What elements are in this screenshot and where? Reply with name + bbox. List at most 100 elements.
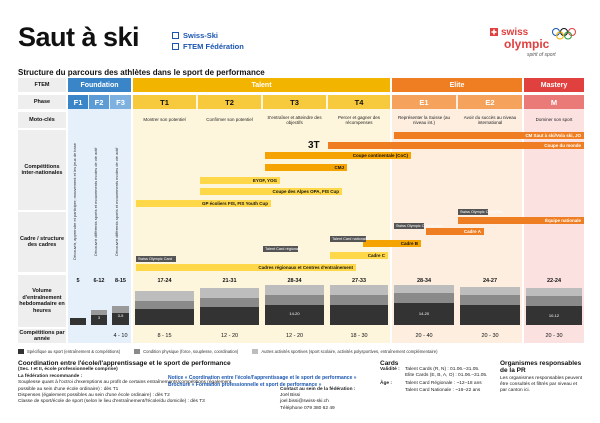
bar-cm-jo: CM Saut à ski/Vola ski, JO (394, 132, 584, 139)
vol-bar-t3-phys (265, 295, 324, 305)
vol-bar-m-phys (526, 296, 582, 306)
bar-gp: GP écoliers FIS, FIS Youth Cup (136, 200, 271, 207)
bar-opa: Coupe des Alpes OPA, FIS Cup (200, 188, 342, 195)
tag-elite: Swiss Olympic Card Élite (458, 209, 503, 215)
vol-bar-e2-other (460, 287, 520, 295)
tag-bronze: Swiss Olympic Card Bronze (394, 223, 444, 229)
volume-e1: 28-34 (416, 278, 432, 284)
phase-t4: T4 (328, 95, 390, 109)
vol-bar-m-other (526, 288, 582, 296)
orgs-text[interactable]: Les organismes responsables peuvent être… (500, 376, 583, 394)
vol-bar-e1-other (394, 285, 454, 293)
pillar-foundation: Foundation (68, 78, 131, 92)
header-links: Swiss-Ski FTEM Fédération (172, 30, 244, 52)
phase-f2: F2 (89, 95, 109, 109)
link-ftem[interactable]: FTEM Fédération (172, 41, 244, 52)
legend-item-physical: Condition physique (force, souplesse, co… (134, 349, 238, 354)
link-brochure[interactable]: Brochure « Formation professionnelle et … (168, 382, 322, 388)
comp-year-t2: 12 - 20 (220, 333, 239, 339)
bar-cadres-regionaux: Cadres régionaux et Centres d'entraîneme… (136, 264, 356, 271)
swiss-olympic-logo: swiss olympic spirit of sport (490, 26, 585, 62)
phase-e1: E1 (392, 95, 456, 109)
row-label-ftem: FTEM (18, 78, 66, 92)
tag-talent-nat: Talent Card nationale (330, 236, 368, 242)
volume-f1: 5 (76, 278, 80, 284)
vol-bar-t1 (135, 309, 194, 325)
vol-bar-f1 (70, 318, 86, 325)
olympic-rings-icon (490, 28, 576, 40)
comp-year-t4: 18 - 30 (350, 333, 368, 339)
motto-t3: S'entraîner et atteindre des objectifs (267, 114, 322, 126)
comp-year-f3: 4 - 10 (113, 333, 128, 339)
vol-bar-f3-other (112, 306, 129, 313)
vol-bar-t2 (200, 307, 259, 325)
coordination-title: Coordination entre l'école/l'apprentissa… (18, 360, 231, 367)
pathway-chart: FTEM Phase Moto-clés Compétitions inter-… (18, 78, 584, 344)
bg-foundation (68, 95, 131, 343)
coordination-sub: (Sec. I et II, école professionnelle com… (18, 367, 118, 372)
contact-email-link[interactable]: joel.bissi@swiss-ski.ch (280, 399, 329, 405)
orgs-title: Organismes responsables de la PR (500, 360, 582, 374)
bar-equipe-nationale: Équipe nationale (458, 217, 584, 224)
motto-t1: Montrer son potentiel (143, 117, 186, 123)
legend: Spécifique au sport (entraînement & comp… (18, 349, 584, 354)
cards-title: Cards (380, 360, 399, 367)
bar-coc: Coupe continentale (CoC) (265, 152, 411, 159)
vol-bar-f3: 3-5 (112, 313, 129, 325)
phase-e2: E2 (458, 95, 522, 109)
vol-bar-f2: 3 (91, 315, 107, 325)
comp-year-e2: 20 - 30 (481, 333, 499, 339)
contact-box: Contact au sein de la fédération : Joël … (280, 387, 380, 412)
motto-e1: Représenter la Suisse (au niveau int.) (397, 114, 451, 126)
link-notice[interactable]: Notice « Coordination entre l'école/l'ap… (168, 375, 357, 381)
vol-bar-t2-other (200, 288, 259, 298)
row-label-comp-year: Compétitions par année (18, 329, 66, 343)
link-swiss-ski[interactable]: Swiss-Ski (172, 30, 244, 41)
vol-bar-t3: 14-20 (265, 305, 324, 325)
row-label-competitions: Compétitions inter-nationales (18, 130, 66, 210)
volume-t4: 27-33 (351, 278, 367, 284)
foundation-text-f3: Découvrir différents sports et mouvement… (114, 147, 119, 257)
row-label-volume: Volume d'entraînement hebdomadaire en he… (18, 275, 66, 327)
recommend-item-3: Classe de sport/école de sport (selon le… (18, 399, 205, 405)
foundation-text-f1: Découvrir, apprendre et participer; mouv… (72, 143, 77, 261)
vol-bar-e1: 14-20 (394, 303, 454, 325)
coordination-box: Coordination entre l'école/l'apprentissa… (18, 360, 373, 418)
motto-t2: Confirmer son potentiel (206, 117, 253, 123)
recommend-heading: La fédération recommande : (18, 374, 83, 380)
comp-year-t3: 12 - 20 (285, 333, 304, 339)
phase-f1: F1 (68, 95, 88, 109)
bar-eyof: EYOF, YOG (200, 177, 280, 184)
motto-t4: Percer et gagner des récompenses (337, 114, 381, 126)
vol-bar-e2 (460, 305, 520, 325)
vol-bar-f2-other (91, 310, 107, 315)
recommend-item-1: Souplesse quant à l'octroi d'exemptions … (18, 380, 232, 392)
bar-cadre-a: Cadre A (426, 228, 484, 235)
volume-e2: 24-27 (482, 278, 498, 284)
vol-bar-t2-phys (200, 298, 259, 307)
row-label-phase: Phase (18, 95, 66, 109)
vol-bar-t1-phys (135, 301, 194, 309)
row-label-motto: Moto-clés (18, 112, 66, 128)
external-link-icon (172, 43, 179, 50)
page-title: Saut à ski (18, 22, 140, 52)
vol-bar-t3-other (265, 285, 324, 295)
external-link-icon (172, 32, 179, 39)
phase-f3: F3 (110, 95, 131, 109)
volume-t1: 17-24 (157, 278, 172, 284)
volume-m: 22-24 (546, 278, 562, 284)
volume-t3: 28-34 (287, 278, 302, 284)
phase-m: M (524, 95, 584, 109)
tag-talent-reg: Talent Card régionale (263, 246, 302, 252)
vol-bar-e1-phys (394, 293, 454, 303)
volume-f3: 8-15 (114, 278, 126, 284)
phase-t2: T2 (198, 95, 261, 109)
foundation-text-f2: Découvrir différents sports et mouvement… (93, 147, 98, 257)
vol-bar-t4-other (330, 285, 388, 295)
bar-cadre-c: Cadre C (330, 252, 388, 259)
cards-box: Cards Validité : Talent Cards (R, N) : 01… (380, 360, 495, 394)
vol-bar-t4-phys (330, 295, 388, 305)
vol-bar-t1-other (135, 291, 194, 301)
comp-year-m: 20 - 30 (545, 333, 563, 339)
legend-item-sport: Spécifique au sport (entraînement & comp… (18, 349, 120, 354)
